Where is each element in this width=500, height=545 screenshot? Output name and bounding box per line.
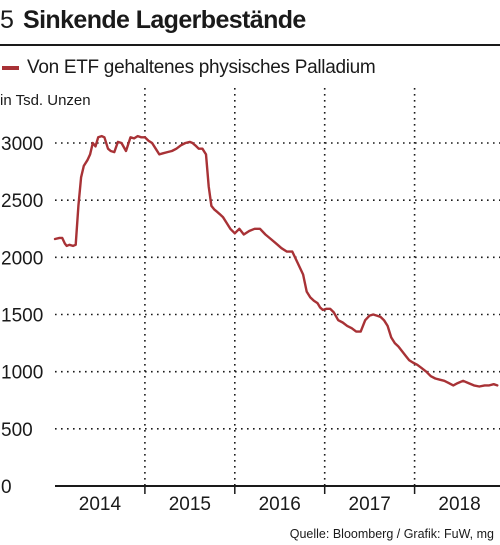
grid-lines — [55, 88, 500, 494]
y-tick-label: 3000 — [1, 134, 43, 155]
x-tick-label: 2014 — [79, 494, 122, 515]
x-tick-label: 2015 — [169, 494, 211, 515]
y-tick-label: 0 — [1, 477, 12, 498]
y-tick-labels: 0 500 1000 1500 2000 2500 3000 — [1, 134, 43, 498]
legend-swatch — [2, 66, 19, 70]
y-tick-label: 2500 — [1, 191, 43, 212]
y-tick-label: 1500 — [1, 306, 43, 327]
series-line — [53, 134, 499, 388]
chart-header: 5 Sinkende Lagerbestände — [0, 0, 500, 44]
series-layer — [53, 134, 499, 388]
y-tick-label: 500 — [1, 420, 33, 441]
x-tick-label: 2017 — [349, 494, 391, 515]
y-tick-label: 2000 — [1, 248, 43, 269]
chart-title: Sinkende Lagerbestände — [23, 6, 306, 34]
legend-label: Von ETF gehaltenes physisches Palladium — [27, 57, 376, 78]
source-note: Quelle: Bloomberg / Grafik: FuW, mg — [289, 527, 494, 541]
x-tick-labels: 2014 2015 2016 2017 2018 — [79, 494, 481, 515]
figure-number: 5 — [0, 6, 14, 34]
header-rule — [0, 44, 500, 46]
y-tick-label: 1000 — [1, 363, 43, 384]
x-tick-label: 2016 — [259, 494, 301, 515]
x-tick-label: 2018 — [438, 494, 480, 515]
y-axis-label: in Tsd. Unzen — [0, 92, 91, 109]
